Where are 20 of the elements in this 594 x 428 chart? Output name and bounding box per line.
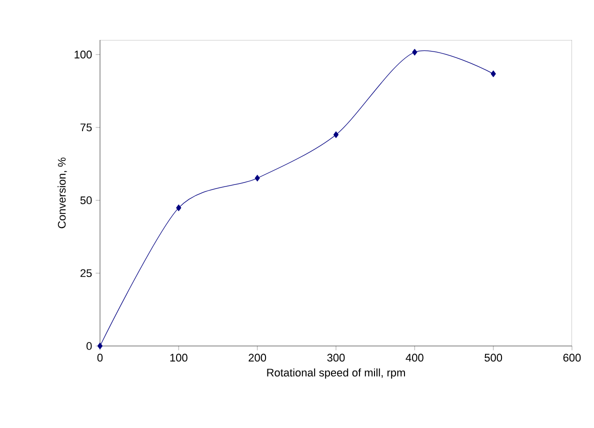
point (490, 70, 496, 78)
y-tick-label: 0 (86, 342, 92, 350)
point (97, 342, 103, 350)
x-axis-title: Rotational speed of mill, rpm (267, 368, 405, 379)
point (176, 204, 182, 212)
point (412, 48, 418, 56)
x-tick-label: 500 (484, 354, 502, 362)
x-tick-label: 100 (170, 354, 188, 362)
x-tick-label: 0 (97, 354, 103, 362)
x-tick-label: 600 (563, 354, 581, 362)
y-tick-label: 25 (80, 269, 92, 278)
x-tick-label: 200 (248, 354, 266, 362)
x-tick-label: 300 (327, 354, 345, 362)
y-tick-label: 50 (80, 196, 92, 204)
point (333, 131, 339, 138)
y-tick-label: 75 (80, 124, 92, 132)
y-axis-title: Conversion, % (58, 158, 67, 228)
point (254, 174, 260, 182)
y-tick-label: 100 (74, 50, 92, 58)
x-tick-label: 400 (406, 354, 424, 362)
